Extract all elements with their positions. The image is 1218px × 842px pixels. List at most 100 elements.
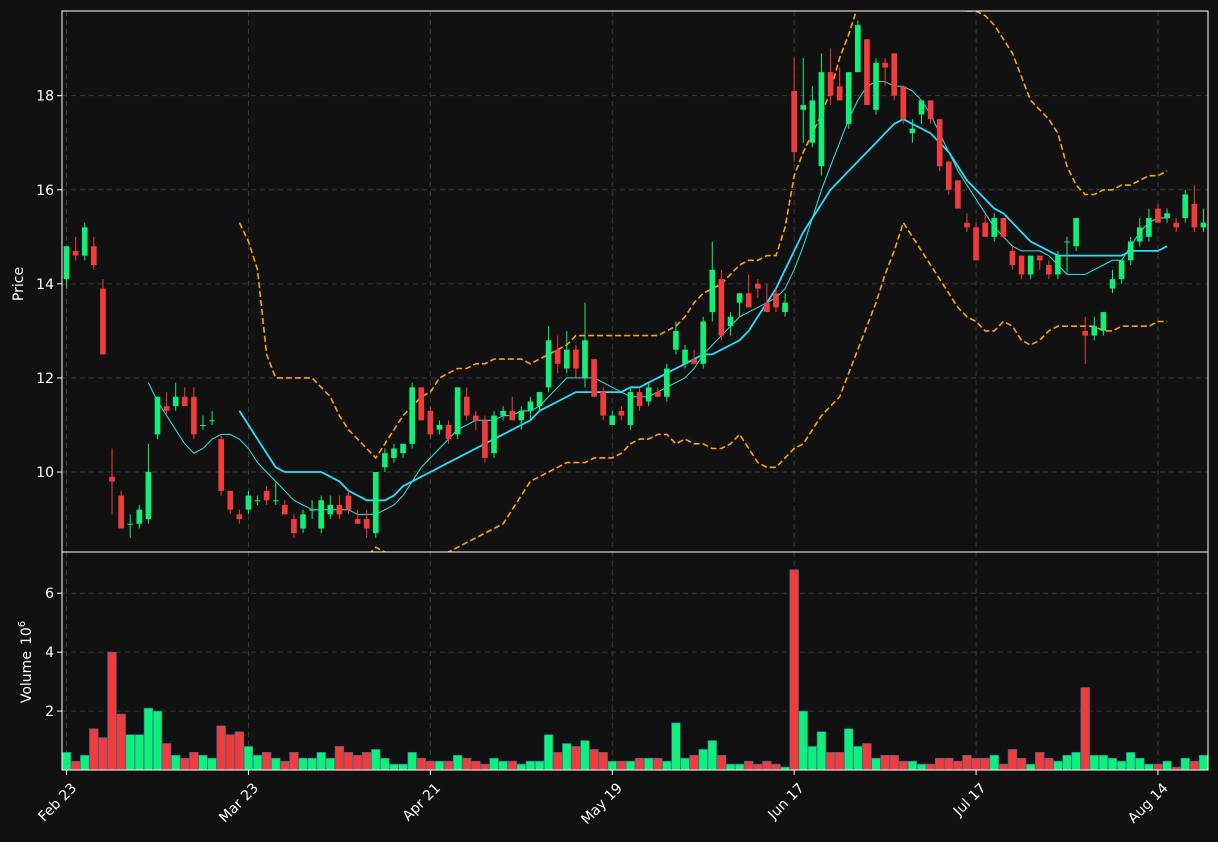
candles [63,20,1207,538]
volume-bar [443,760,454,771]
volume-bar [289,752,299,771]
candle-body [891,53,898,96]
candle-body [563,349,570,369]
volume-bar [1135,757,1145,771]
volume-bar [798,710,808,771]
candle-down [882,58,888,87]
candle-down [263,486,270,505]
candle-down [163,392,170,416]
candle-up [436,420,443,435]
volume-bar [816,731,827,771]
volume-bar [1180,757,1190,771]
volume-bar [1016,757,1027,771]
volume-bar [171,754,181,771]
candle-down [227,490,234,515]
candle-body [1064,241,1070,243]
volume-bar [1144,763,1154,771]
candle-body [154,396,161,435]
candle-body [1082,330,1089,336]
volume-bar [480,763,490,771]
candle-down [973,222,979,261]
candle-down [864,39,870,106]
volume-bar [471,760,481,771]
volume-bar [371,749,381,771]
volume-bar [143,707,154,771]
candle-body [727,316,734,327]
volume-bar [189,752,199,771]
candle-body [1073,217,1079,247]
volume-bar [1162,760,1172,771]
candle-body [645,387,652,402]
candle-down [654,387,661,397]
volume-bar [998,763,1009,771]
candle-down [72,236,79,261]
candle-body [582,340,588,378]
candle-body [654,392,661,397]
volume-bar [707,740,717,771]
candle-body [509,410,516,421]
volume-bar [543,734,554,771]
volume-bar [1044,757,1054,771]
price-tick-label: 16 [36,183,54,199]
candle-down [218,434,224,496]
candle-body [363,519,370,529]
candle-up [172,382,179,411]
volume-bar [534,760,545,771]
candle-body [636,392,643,407]
volume-axis-label-multiplier: 10 [19,627,35,645]
candle-body [236,514,243,520]
candle-down [554,335,561,374]
candle-body [327,504,334,515]
volume-bar [152,710,163,771]
candle-down [427,406,434,440]
candle-body [827,72,834,96]
candle-body [809,100,816,143]
candle-body [1109,279,1116,289]
candle-body [482,420,488,458]
candle-body [63,246,70,280]
volume-bar [935,757,945,771]
candle-up [309,500,315,520]
candle-down [573,345,579,378]
candle-down [509,396,516,421]
candle-up [582,302,588,388]
candle-body [836,86,843,101]
candle-body [473,415,479,421]
candle-up [391,443,397,463]
volume-bar [1107,757,1118,771]
candle-down [773,288,779,313]
candle-body [909,128,916,134]
candle-body [372,472,379,534]
candle-up [1136,217,1143,247]
candle-down [1046,260,1052,280]
candle-body [491,415,497,454]
candle-body [855,25,861,73]
volume-bar [834,752,845,771]
volume-bar [107,651,117,771]
price-tick-label: 10 [36,465,54,481]
candle-down [282,500,288,515]
candle-body [1200,222,1207,228]
candle-body [600,392,606,416]
volume-bar [462,757,472,771]
candle-body [72,250,79,256]
candle-body [791,90,797,153]
volume-bar [261,752,272,771]
candle-body [291,519,297,534]
volume-bar [98,737,108,771]
candle-up [845,72,852,129]
candle-body [91,246,97,266]
volume-bar [643,757,654,771]
candle-down [945,161,952,195]
volume-bar [625,760,636,771]
candle-body [573,349,579,369]
volume-bar [1189,760,1200,771]
candle-up [873,58,879,115]
candle-down [600,387,606,421]
volume-bar [225,734,235,771]
candle-down [445,420,452,444]
price-tick-label: 18 [36,89,54,105]
candle-down [236,509,243,524]
candle-body [318,500,325,529]
